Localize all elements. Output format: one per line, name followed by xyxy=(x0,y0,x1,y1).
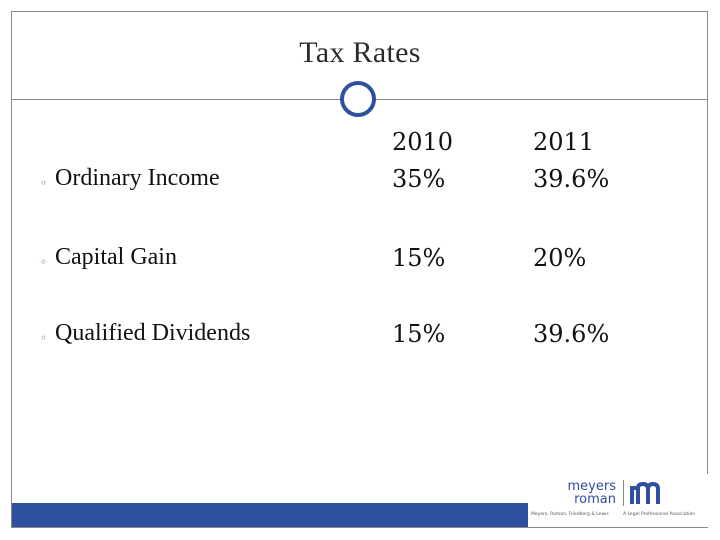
bullet-icon: ◦ xyxy=(40,255,48,269)
footer-bar xyxy=(12,503,528,527)
rate-2010: 35% xyxy=(392,165,446,193)
year-header-2010: 2010 xyxy=(392,128,454,156)
row-label: Ordinary Income xyxy=(55,165,220,191)
table-row: ◦ Qualified Dividends 15% 39.6% xyxy=(0,320,720,356)
title-circle-ornament xyxy=(340,81,376,117)
bullet-icon: ◦ xyxy=(40,331,48,345)
rate-2011: 39.6% xyxy=(533,320,610,348)
year-header-2011: 2011 xyxy=(533,128,595,156)
table-row: ◦ Ordinary Income 35% 39.6% xyxy=(0,165,720,201)
logo-m-icon xyxy=(623,480,662,506)
slide-frame xyxy=(11,11,708,528)
logo-subtitle-right: A Legal Professional Association xyxy=(623,512,696,517)
logo-subtitle-left: Meyers, Roman, Friedberg & Lewis xyxy=(531,512,609,517)
logo-text-line1: meyers xyxy=(567,479,616,494)
table-row: ◦ Capital Gain 15% 20% xyxy=(0,244,720,280)
row-label: Capital Gain xyxy=(55,244,177,270)
bullet-icon: ◦ xyxy=(40,176,48,190)
rate-2011: 20% xyxy=(533,244,587,272)
rate-2011: 39.6% xyxy=(533,165,610,193)
slide-title: Tax Rates xyxy=(299,36,421,69)
firm-logo: meyers roman Meyers, Roman, Friedberg & … xyxy=(529,474,708,527)
logo-text-line2: roman xyxy=(574,492,616,507)
rate-2010: 15% xyxy=(392,320,446,348)
logo-m-glyph xyxy=(630,482,660,504)
row-label: Qualified Dividends xyxy=(55,320,251,346)
rate-2010: 15% xyxy=(392,244,446,272)
